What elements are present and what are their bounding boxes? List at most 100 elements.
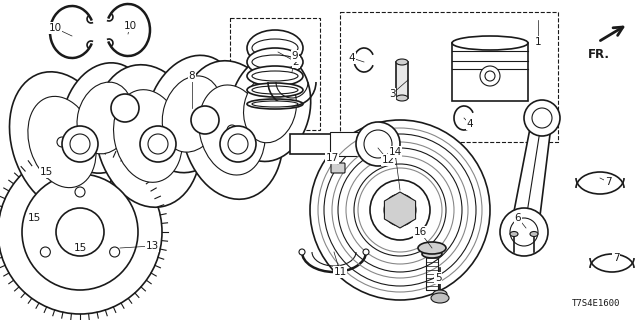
- Circle shape: [22, 174, 138, 290]
- Circle shape: [354, 164, 446, 256]
- Bar: [230, 18, 320, 130]
- Text: 2: 2: [292, 57, 300, 67]
- Bar: [452, 43, 528, 101]
- Circle shape: [364, 130, 392, 158]
- Text: 6: 6: [515, 213, 522, 223]
- Text: 12: 12: [381, 155, 395, 165]
- Ellipse shape: [431, 293, 449, 303]
- Ellipse shape: [252, 101, 298, 107]
- Bar: [396, 62, 408, 98]
- Text: FR.: FR.: [588, 48, 610, 61]
- Text: 3: 3: [388, 89, 396, 99]
- Ellipse shape: [252, 55, 298, 69]
- Ellipse shape: [247, 48, 303, 76]
- Polygon shape: [510, 118, 552, 232]
- Ellipse shape: [247, 30, 303, 66]
- Ellipse shape: [433, 290, 447, 298]
- Text: 10: 10: [49, 23, 61, 33]
- Ellipse shape: [422, 250, 442, 258]
- Circle shape: [532, 108, 552, 128]
- Bar: [365, 136, 400, 152]
- Text: 5: 5: [435, 273, 442, 283]
- Ellipse shape: [229, 54, 310, 162]
- Text: 16: 16: [413, 227, 427, 237]
- Ellipse shape: [247, 99, 303, 109]
- Ellipse shape: [252, 86, 298, 94]
- Circle shape: [500, 208, 548, 256]
- Circle shape: [220, 126, 256, 162]
- Circle shape: [485, 71, 495, 81]
- Circle shape: [299, 249, 305, 255]
- Text: 7: 7: [612, 253, 620, 263]
- Text: 15: 15: [74, 243, 86, 253]
- Text: 9: 9: [292, 51, 298, 61]
- Circle shape: [148, 134, 168, 154]
- FancyBboxPatch shape: [331, 163, 345, 173]
- Circle shape: [510, 218, 538, 246]
- Circle shape: [40, 247, 51, 257]
- Ellipse shape: [77, 82, 133, 154]
- Text: 10: 10: [124, 21, 136, 31]
- Circle shape: [384, 194, 416, 226]
- Ellipse shape: [62, 63, 148, 173]
- Ellipse shape: [28, 96, 96, 188]
- Text: 1: 1: [534, 37, 541, 47]
- Circle shape: [363, 249, 369, 255]
- Circle shape: [57, 137, 67, 147]
- Circle shape: [310, 120, 490, 300]
- Text: 17: 17: [325, 153, 339, 163]
- Bar: [290, 134, 370, 154]
- Circle shape: [338, 148, 462, 272]
- Ellipse shape: [163, 76, 221, 152]
- Circle shape: [56, 208, 104, 256]
- Ellipse shape: [530, 231, 538, 236]
- Circle shape: [70, 134, 90, 154]
- Text: 4: 4: [467, 119, 474, 129]
- Text: 14: 14: [388, 147, 402, 157]
- Ellipse shape: [146, 55, 238, 173]
- Ellipse shape: [452, 36, 528, 50]
- Text: 11: 11: [333, 267, 347, 277]
- Ellipse shape: [113, 90, 182, 182]
- Circle shape: [480, 66, 500, 86]
- Ellipse shape: [396, 95, 408, 101]
- Ellipse shape: [247, 83, 303, 97]
- Circle shape: [143, 131, 153, 141]
- Polygon shape: [385, 192, 415, 228]
- Ellipse shape: [95, 65, 201, 207]
- Text: 15: 15: [40, 167, 52, 177]
- Circle shape: [62, 126, 98, 162]
- Ellipse shape: [418, 242, 446, 254]
- Ellipse shape: [252, 39, 298, 57]
- Text: 13: 13: [145, 241, 159, 251]
- Text: T7S4E1600: T7S4E1600: [572, 299, 620, 308]
- Ellipse shape: [181, 61, 283, 199]
- Text: 7: 7: [605, 177, 611, 187]
- Ellipse shape: [244, 73, 296, 143]
- Circle shape: [227, 125, 237, 135]
- Ellipse shape: [199, 85, 265, 175]
- Circle shape: [392, 202, 408, 218]
- Circle shape: [28, 207, 38, 217]
- Ellipse shape: [247, 66, 303, 86]
- Bar: [340, 12, 558, 142]
- Text: 8: 8: [189, 71, 195, 81]
- Circle shape: [109, 247, 120, 257]
- Ellipse shape: [10, 72, 115, 212]
- Circle shape: [324, 134, 476, 286]
- Circle shape: [191, 106, 219, 134]
- Circle shape: [38, 167, 48, 177]
- Circle shape: [111, 94, 139, 122]
- Text: 4: 4: [349, 53, 355, 63]
- Text: 15: 15: [28, 213, 40, 223]
- Ellipse shape: [396, 59, 408, 65]
- Bar: [330, 132, 360, 156]
- Circle shape: [228, 134, 248, 154]
- Circle shape: [370, 180, 430, 240]
- Circle shape: [524, 100, 560, 136]
- Circle shape: [75, 187, 85, 197]
- Circle shape: [140, 126, 176, 162]
- Circle shape: [0, 150, 162, 314]
- Ellipse shape: [252, 71, 298, 81]
- Circle shape: [356, 122, 400, 166]
